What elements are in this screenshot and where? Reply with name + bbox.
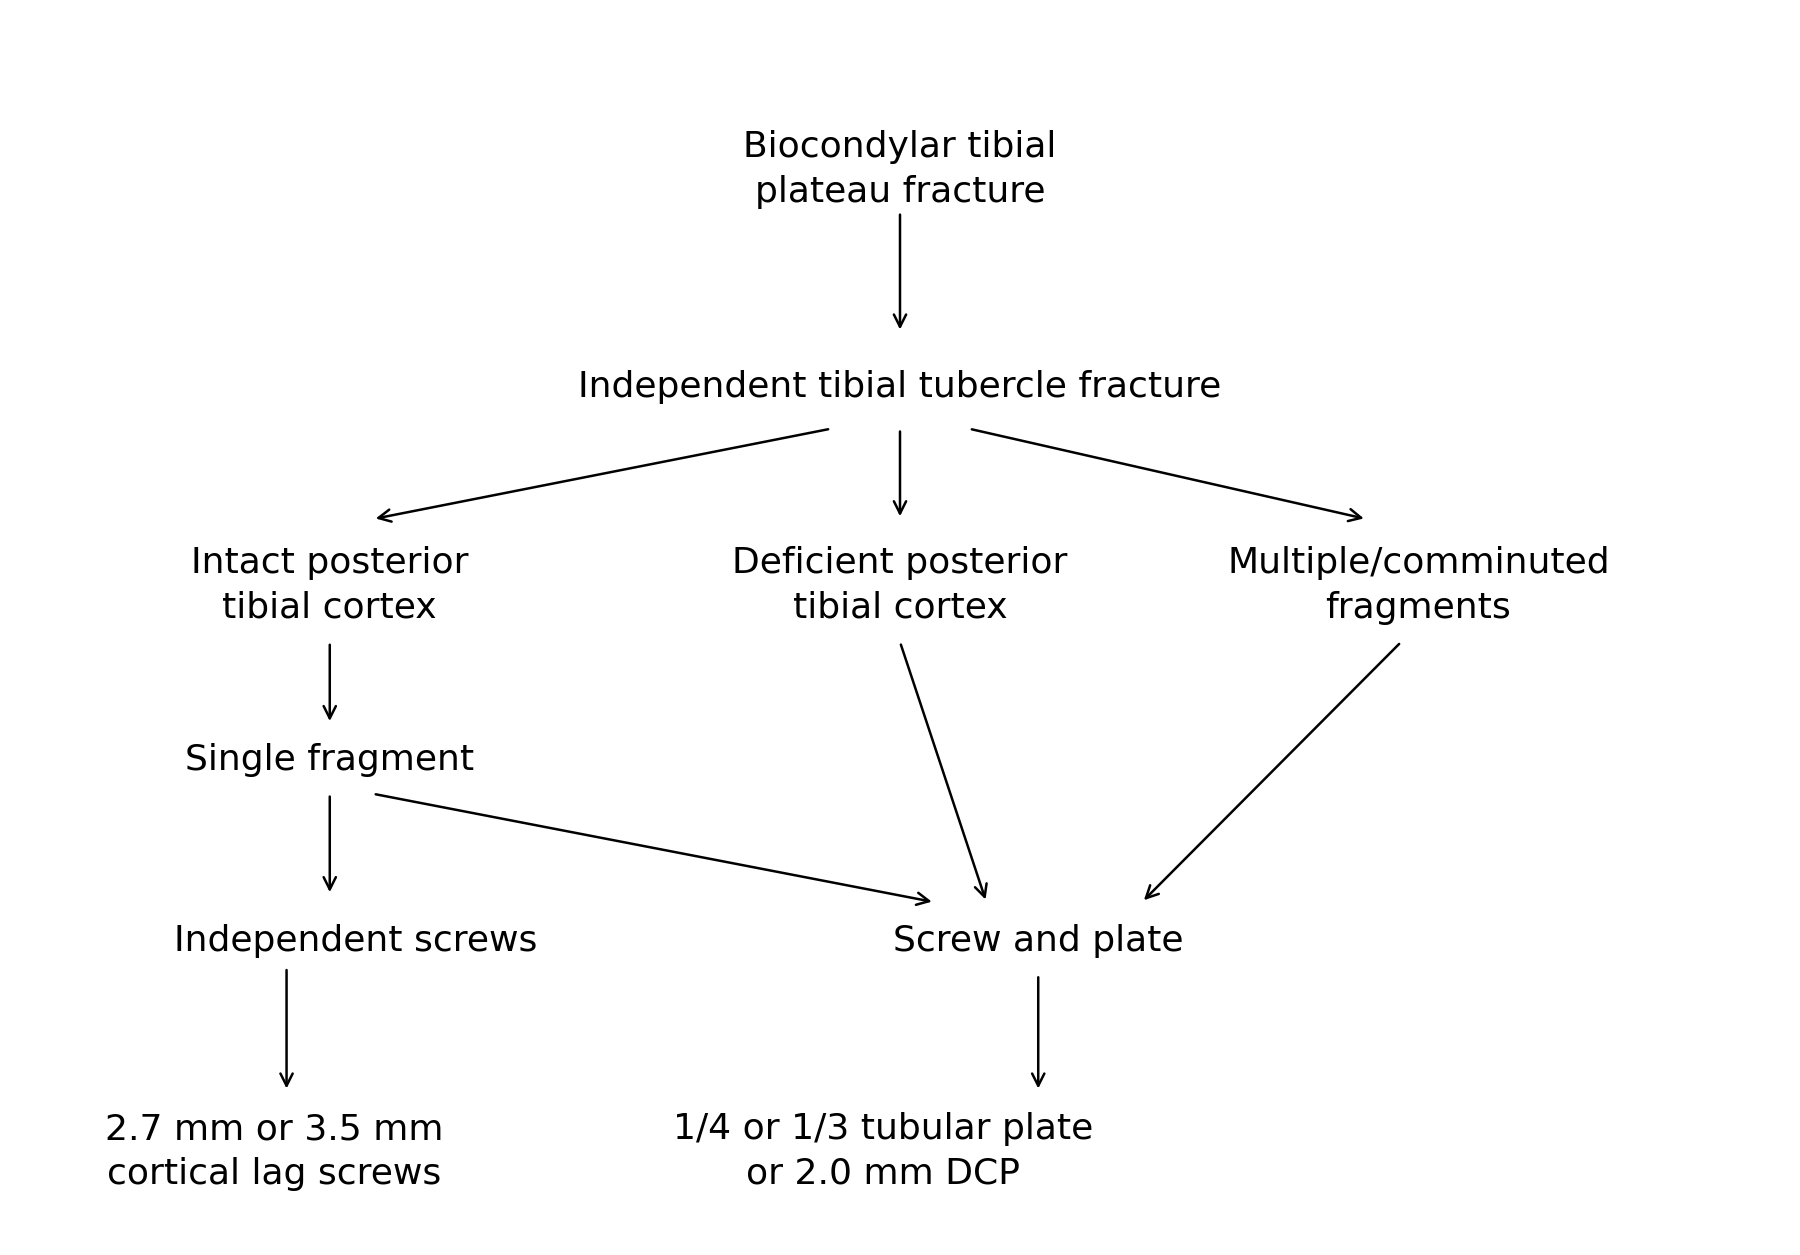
Text: Independent screws: Independent screws	[175, 924, 538, 958]
Text: Biocondylar tibial
plateau fracture: Biocondylar tibial plateau fracture	[743, 131, 1057, 210]
Text: 1/4 or 1/3 tubular plate
or 2.0 mm DCP: 1/4 or 1/3 tubular plate or 2.0 mm DCP	[673, 1112, 1093, 1191]
Text: Screw and plate: Screw and plate	[893, 924, 1183, 958]
Text: Deficient posterior
tibial cortex: Deficient posterior tibial cortex	[733, 546, 1067, 625]
Text: Independent tibial tubercle fracture: Independent tibial tubercle fracture	[578, 369, 1222, 404]
Text: Single fragment: Single fragment	[185, 743, 475, 777]
Text: 2.7 mm or 3.5 mm
cortical lag screws: 2.7 mm or 3.5 mm cortical lag screws	[104, 1112, 443, 1191]
Text: Multiple/comminuted
fragments: Multiple/comminuted fragments	[1228, 546, 1609, 625]
Text: Intact posterior
tibial cortex: Intact posterior tibial cortex	[191, 546, 468, 625]
